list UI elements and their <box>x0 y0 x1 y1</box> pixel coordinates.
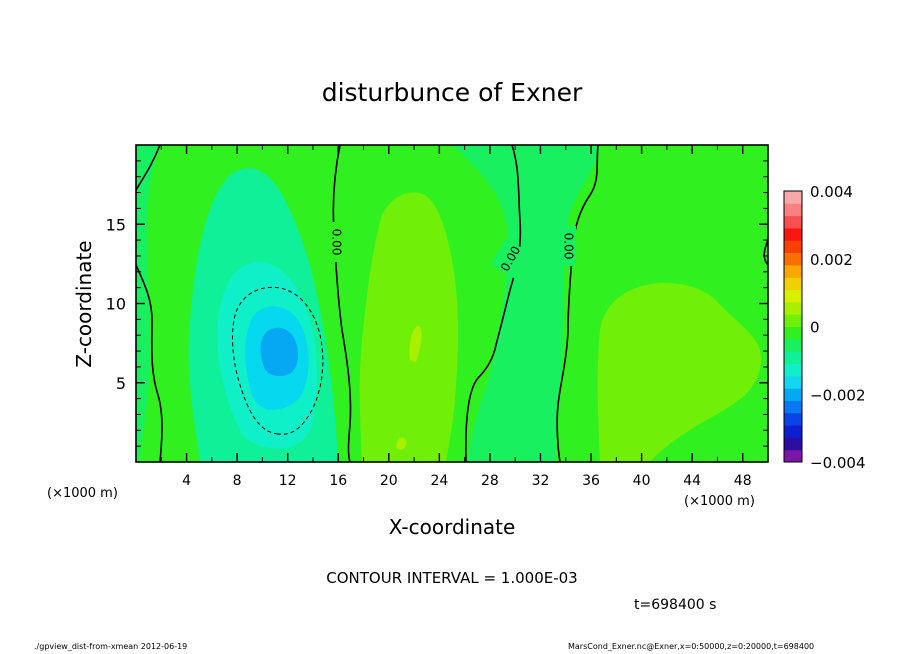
colorbar-swatch <box>784 215 802 229</box>
x-tick-label: 48 <box>734 473 752 489</box>
x-tick-label: 8 <box>233 473 242 489</box>
y-tick-label: 15 <box>106 215 126 234</box>
chart-title: disturbunce of Exner <box>322 78 583 107</box>
colorbar-swatch <box>784 277 802 291</box>
contour-negative-dashed <box>232 286 324 435</box>
colorbar-label: 0.004 <box>810 183 853 201</box>
x-tick-label: 24 <box>430 473 448 489</box>
colorbar-swatch <box>784 203 802 217</box>
colorbar-swatch <box>784 252 802 266</box>
positive-dot <box>396 437 407 450</box>
time-label: t=698400 s <box>634 597 716 613</box>
contour-zero-x16 <box>332 145 352 462</box>
colorbar-label: −0.002 <box>810 386 866 404</box>
colorbar-swatch <box>784 191 802 204</box>
colorbar-swatch <box>784 363 802 377</box>
x-tick-label: 32 <box>532 473 550 489</box>
colorbar-swatch <box>784 240 802 254</box>
colorbar-label: 0.002 <box>810 251 853 269</box>
x-tick-label: 20 <box>380 473 398 489</box>
contour-zero-x29 <box>465 145 522 462</box>
colorbar-swatch <box>784 375 802 389</box>
colorbar-swatch <box>784 289 802 303</box>
y-tick-label: 5 <box>116 374 126 393</box>
x-tick-label: 44 <box>683 473 701 489</box>
y-axis-label: Z-coordinate <box>72 240 96 367</box>
colorbar-swatch <box>784 227 802 241</box>
contour-zero-x35 <box>556 145 599 462</box>
x-axis: 4 8 12 16 20 24 28 32 36 40 44 48 <box>160 145 752 489</box>
footer-left: ./gpview_dist-from-xmean 2012-06-19 <box>34 642 188 651</box>
contour-label-3: 0.00 <box>562 233 576 260</box>
colorbar-swatch <box>784 388 802 401</box>
footer-right: MarsCond_Exner.nc@Exner,x=0:50000,z=0:20… <box>568 642 815 651</box>
colorbar-swatch <box>784 264 802 278</box>
x-tick-label: 16 <box>329 473 347 489</box>
colorbar-frame <box>783 190 803 463</box>
colorbar-swatch <box>784 314 802 327</box>
x-tick-label: 28 <box>481 473 499 489</box>
contour-label-bg-3 <box>560 226 576 266</box>
contour-label-bg-2 <box>490 238 532 280</box>
x-tick-label: 36 <box>582 473 600 489</box>
x-tick-label: 12 <box>279 473 297 489</box>
contour-interval-label: CONTOUR INTERVAL = 1.000E-03 <box>326 569 577 587</box>
slightly-negative-band-middle <box>452 145 600 462</box>
x-unit-label: (×1000 m) <box>684 494 755 509</box>
negative-core <box>260 327 298 376</box>
colorbar-swatch <box>784 449 802 463</box>
y-axis: 5 10 15 <box>106 160 768 447</box>
colorbar <box>784 191 802 463</box>
positive-streak <box>409 326 422 362</box>
plot-area <box>136 145 768 462</box>
contour-zero-left-lower <box>136 264 163 462</box>
colorbar-swatch <box>784 351 802 364</box>
colorbar-labels: 0.004 0.002 0 −0.002 −0.004 <box>810 183 866 472</box>
colorbar-swatch <box>784 301 802 315</box>
z-unit-label: (×1000 m) <box>47 486 118 501</box>
colorbar-swatch <box>784 326 802 340</box>
x-tick-label: 4 <box>182 473 191 489</box>
contour-zero-left-top <box>136 145 161 191</box>
colorbar-swatch <box>784 400 802 414</box>
contour-label-bg-1 <box>328 222 344 262</box>
colorbar-swatch <box>784 412 802 426</box>
y-tick-label: 10 <box>106 295 126 314</box>
positive-band <box>359 192 459 462</box>
colorbar-swatch <box>784 437 802 451</box>
positive-patch-right <box>597 282 762 462</box>
colorbar-swatch <box>784 338 802 352</box>
colorbar-label: 0 <box>810 319 820 337</box>
x-tick-label: 40 <box>633 473 651 489</box>
contour-zero-right-edge <box>763 239 768 266</box>
colorbar-swatch <box>784 425 802 438</box>
x-axis-label: X-coordinate <box>389 515 516 539</box>
contour-label-1: 0.00 <box>330 229 344 256</box>
colorbar-label: −0.004 <box>810 454 866 472</box>
